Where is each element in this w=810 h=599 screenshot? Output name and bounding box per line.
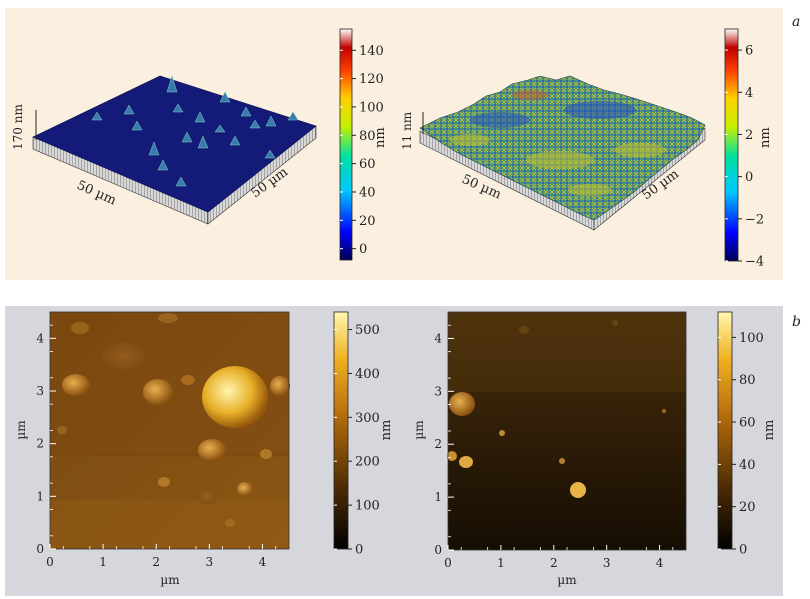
surface-peak	[148, 141, 160, 156]
surface-peak	[229, 135, 241, 146]
colorbar-tick-label: 100	[359, 100, 384, 115]
surface-peak	[131, 120, 143, 131]
colorbar-unit: nm	[373, 127, 388, 148]
surface-peak	[240, 106, 252, 117]
colorbar-tick-label: 120	[359, 72, 384, 87]
colorbar-tick-label: 80	[359, 129, 376, 144]
colorbar-tick-label: 300	[355, 411, 380, 426]
y-tick-label: 1	[36, 489, 44, 503]
y-tick-label: 3	[434, 384, 442, 398]
colorbar-unit: nm	[379, 420, 394, 441]
x-axis-label: µm	[557, 573, 577, 587]
panel-label-b: b	[792, 314, 801, 330]
x-tick-label: 4	[259, 555, 267, 569]
surface-peaks	[91, 75, 299, 187]
surface-peak	[197, 135, 209, 149]
x-axis-label: µm	[160, 573, 180, 587]
surface-peak	[214, 124, 226, 133]
colorbar-tick-label: 40	[359, 185, 376, 200]
surface-peak	[194, 111, 206, 123]
colorbar-tick-label: 40	[739, 458, 756, 473]
z-range-label: 11 nm	[400, 111, 414, 150]
surface-peak	[265, 115, 277, 127]
panel-b-right-colorbar: 0 20 40 60 80 100 nm	[717, 311, 777, 558]
y-tick-label: 2	[36, 437, 44, 451]
colorbar-tick-label: 2	[745, 128, 753, 143]
colorbar-unit: nm	[758, 127, 773, 148]
surface-peak	[219, 91, 231, 103]
y-tick-label: 0	[434, 543, 442, 557]
y-tick-label: 1	[434, 490, 442, 504]
colorbar-tick-label: 500	[355, 323, 380, 338]
y-tick-label: 2	[434, 437, 442, 451]
colorbar-tick-label: 60	[359, 157, 376, 172]
colorbar-tick-label: 4	[745, 86, 753, 101]
panel-label-a: a	[792, 14, 801, 30]
colorbar-tick-label: 20	[739, 500, 756, 515]
panel-b-right-image: 0 1 2 3 4 0 1 2 3 4 µm µm	[412, 311, 687, 587]
colorbar-tick-label: −2	[745, 212, 764, 227]
colorbar-tick-label: 20	[359, 214, 376, 229]
surface-peak	[172, 103, 184, 113]
x-tick-label: 1	[99, 555, 107, 569]
colorbar-tick-label: 200	[355, 455, 380, 470]
colorbar-tick-label: 400	[355, 367, 380, 382]
colorbar-tick-label: 0	[359, 242, 367, 257]
colorbar-tick-label: 140	[359, 44, 384, 59]
y-tick-label: 0	[36, 542, 44, 556]
surface-peak	[175, 176, 187, 187]
surface-peak	[157, 159, 169, 171]
colorbar-tick-label: −4	[745, 255, 764, 270]
y-tick-label: 3	[36, 384, 44, 398]
colorbar-tick-label: 0	[745, 170, 753, 185]
panel-b-left-image: 0 1 2 3 4 0 1 2 3 4 µm µm	[14, 311, 290, 587]
x-tick-label: 2	[152, 555, 160, 569]
x-tick-label: 3	[603, 556, 611, 570]
surface-peak	[287, 111, 299, 121]
colorbar-tick-label: 0	[355, 543, 363, 558]
panel-a-right-surface: 11 nm 50 µm 50 µm	[400, 75, 706, 231]
y-axis-label: µm	[14, 420, 28, 440]
x-tick-label: 1	[497, 556, 505, 570]
y-tick-label: 4	[434, 331, 442, 345]
z-range-label: 170 nm	[11, 104, 25, 150]
x-tick-label: 2	[550, 556, 558, 570]
colorbar-tick-label: 80	[739, 373, 756, 388]
panel-a-left-colorbar: 0 20 40 60 80 100 120 140 nm	[339, 28, 388, 261]
x-tick-label: 0	[46, 555, 54, 569]
surface-peak	[91, 111, 103, 121]
y-tick-label: 4	[36, 331, 44, 345]
panel-a-right-colorbar: −4 −2 0 2 4 6 nm	[724, 28, 773, 270]
colorbar-unit: nm	[762, 420, 777, 441]
colorbar-tick-label: 0	[739, 543, 747, 558]
surface-peak	[264, 149, 276, 159]
surface-peak	[123, 104, 135, 115]
colorbar-tick-label: 100	[355, 499, 380, 514]
colorbar-tick-label: 60	[739, 416, 756, 431]
x-tick-label: 0	[444, 556, 452, 570]
surface-peak	[181, 131, 193, 143]
colorbar-tick-label: 6	[745, 44, 753, 59]
panel-a-left-surface: 170 nm 50 µm 50 µm	[11, 75, 317, 225]
y-axis-label: µm	[412, 420, 426, 440]
surface-peak	[249, 119, 261, 129]
panel-b-left-colorbar: 0 100 200 300 400 500 nm	[333, 311, 394, 558]
colorbar-tick-label: 100	[739, 331, 764, 346]
x-tick-label: 3	[206, 555, 214, 569]
x-tick-label: 4	[656, 556, 664, 570]
surface-peak	[166, 75, 178, 93]
